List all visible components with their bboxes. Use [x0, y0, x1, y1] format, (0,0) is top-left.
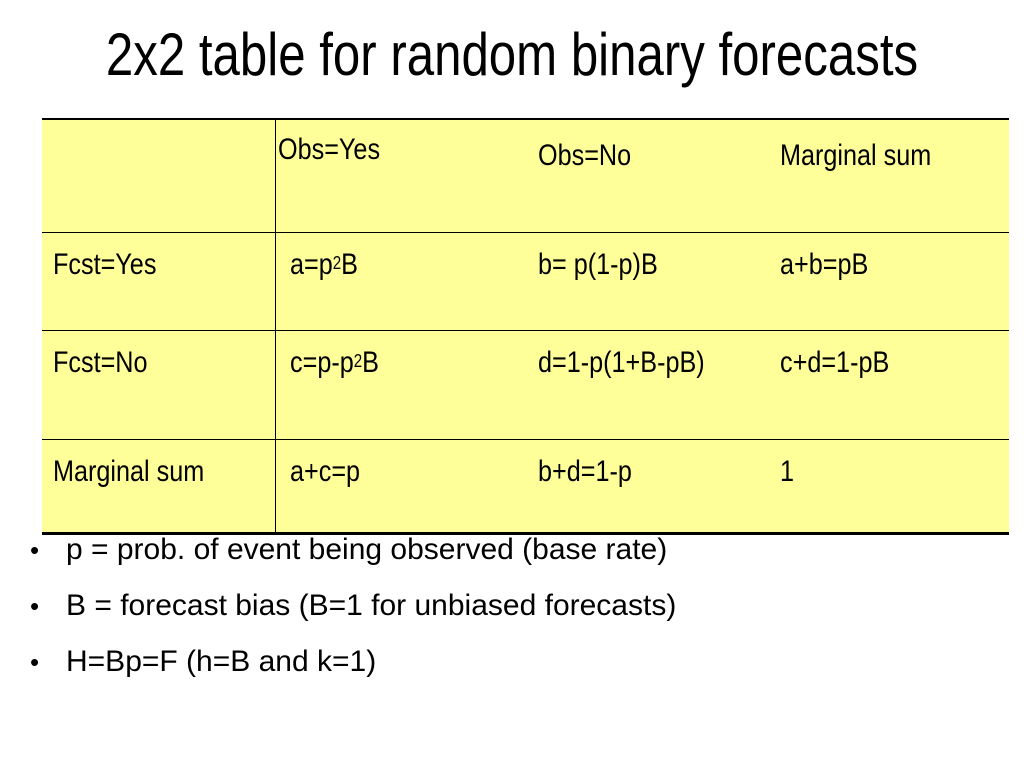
cell-c-sup: 2 [353, 351, 363, 371]
cell-d: d=1-p(1+B-pB) [522, 330, 764, 440]
cell-row2-marginal: c+d=1-pB [764, 330, 1009, 440]
cell-row1-marginal: a+b=pB [764, 232, 1009, 331]
list-item: • H=Bp=F (h=B and k=1) [30, 634, 676, 690]
table-row: Fcst=Yes a=p2B b= p(1-p)B a+b=pB [42, 232, 1009, 331]
bullet-text: B = forecast bias (B=1 for unbiased fore… [66, 589, 677, 622]
bullet-text: p = prob. of event being observed (base … [66, 533, 668, 566]
cell-c-pre: c=p-p [290, 346, 354, 379]
bullet-icon: • [30, 535, 40, 565]
header-obs-yes-text: Obs=Yes [278, 133, 381, 166]
header-marginal-sum-text: Marginal sum [780, 139, 932, 172]
bullet-text: H=Bp=F (h=B and k=1) [66, 645, 377, 678]
row-label-text: Fcst=Yes [53, 248, 157, 281]
row-label-marginal-sum: Marginal sum [42, 439, 276, 535]
cell-b: b= p(1-p)B [522, 232, 764, 331]
cell-c-text: c=p-p2B [290, 345, 379, 381]
list-item: • p = prob. of event being observed (bas… [30, 522, 676, 578]
cell-row2-marginal-text: c+d=1-pB [780, 346, 890, 379]
cell-total: 1 [764, 439, 1009, 535]
cell-a: a=p2B [275, 232, 522, 331]
contingency-table: Obs=Yes Obs=No Marginal sum Fcst=Yes a=p… [42, 118, 1009, 535]
header-obs-no-text: Obs=No [538, 139, 632, 172]
table-row: Fcst=No c=p-p2B d=1-p(1+B-pB) c+d=1-pB [42, 330, 1009, 440]
list-item: • B = forecast bias (B=1 for unbiased fo… [30, 578, 676, 634]
cell-col1-marginal-text: a+c=p [290, 455, 361, 488]
slide-title: 2x2 table for random binary forecasts [105, 21, 919, 88]
row-label-text: Marginal sum [53, 455, 205, 488]
bullet-icon: • [30, 591, 40, 621]
header-obs-no: Obs=No [522, 118, 764, 233]
cell-col2-marginal-text: b+d=1-p [538, 455, 632, 488]
cell-c-post: B [362, 346, 379, 379]
cell-col2-marginal: b+d=1-p [522, 439, 764, 535]
cell-total-text: 1 [780, 455, 795, 488]
cell-col1-marginal: a+c=p [275, 439, 522, 535]
cell-c: c=p-p2B [275, 330, 522, 440]
row-label-fcst-no: Fcst=No [42, 330, 276, 440]
cell-a-post: B [341, 248, 358, 281]
header-obs-yes: Obs=Yes [275, 118, 522, 233]
header-marginal-sum: Marginal sum [764, 118, 1009, 233]
header-blank-cell [42, 118, 276, 233]
bullet-list: • p = prob. of event being observed (bas… [30, 522, 676, 690]
table-header-row: Obs=Yes Obs=No Marginal sum [42, 118, 1009, 233]
row-label-fcst-yes: Fcst=Yes [42, 232, 276, 331]
cell-a-sup: 2 [332, 253, 342, 273]
bullet-icon: • [30, 647, 40, 677]
cell-row1-marginal-text: a+b=pB [780, 248, 869, 281]
row-label-text: Fcst=No [53, 346, 148, 379]
table-row: Marginal sum a+c=p b+d=1-p 1 [42, 439, 1009, 535]
cell-a-text: a=p2B [290, 247, 358, 283]
cell-b-text: b= p(1-p)B [538, 248, 658, 281]
cell-a-pre: a=p [290, 248, 333, 281]
cell-d-text: d=1-p(1+B-pB) [538, 346, 705, 379]
